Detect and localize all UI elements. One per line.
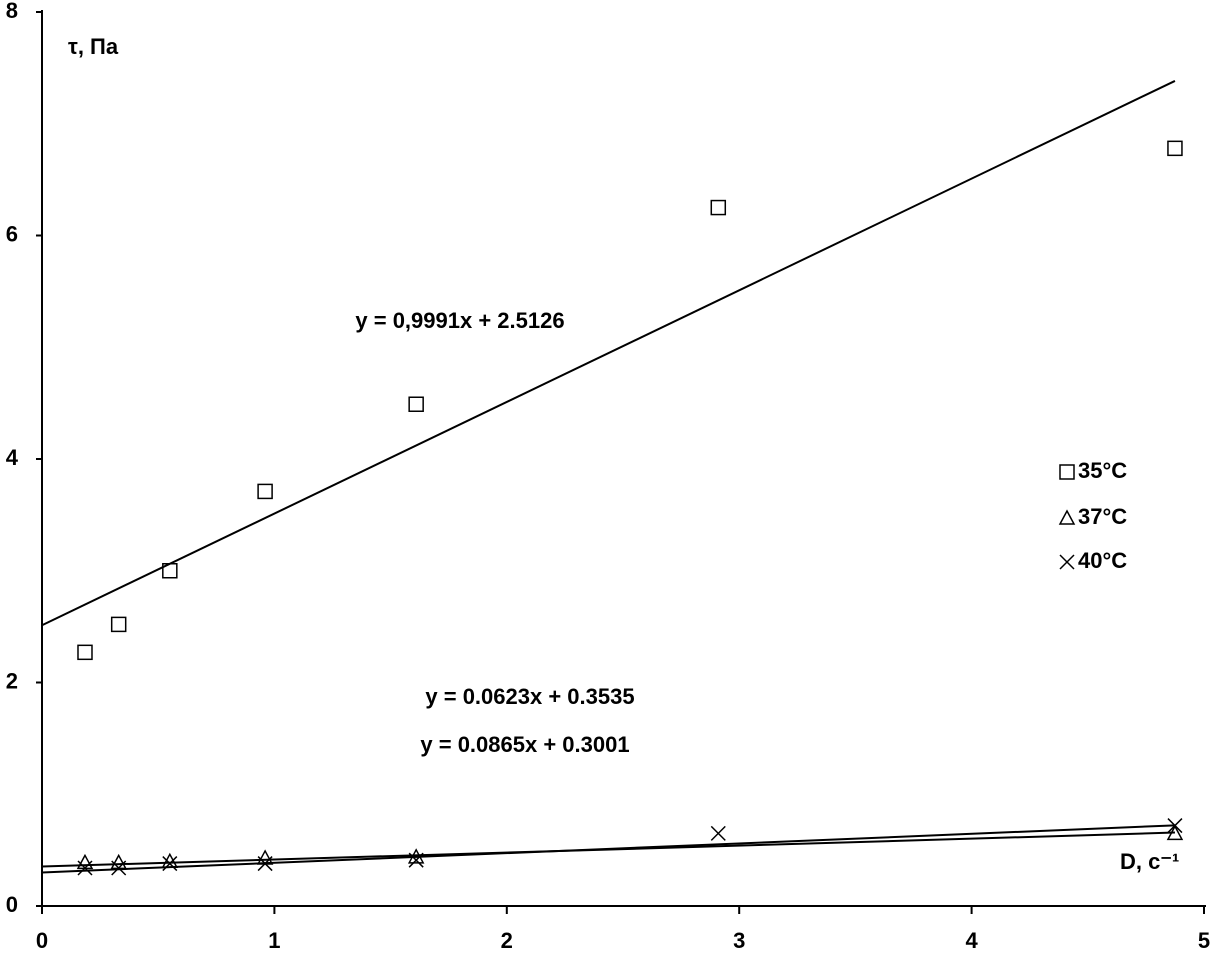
legend-label: 40°C xyxy=(1078,548,1127,573)
x-tick-label: 1 xyxy=(268,928,280,953)
x-tick-label: 3 xyxy=(733,928,745,953)
marker-cross xyxy=(408,852,424,868)
marker-square xyxy=(710,199,727,216)
marker-cross xyxy=(710,825,726,841)
marker-cross xyxy=(77,860,93,876)
legend-label: 37°C xyxy=(1078,504,1127,529)
legend-label: 35°C xyxy=(1078,458,1127,483)
marker-cross xyxy=(1167,818,1183,834)
trendline-equation: y = 0.0623x + 0.3535 xyxy=(425,684,634,709)
marker-square xyxy=(1167,140,1183,157)
y-tick-label: 2 xyxy=(6,668,18,693)
marker-cross xyxy=(162,856,178,872)
trendline-equation: y = 0.0865x + 0.3001 xyxy=(420,732,629,757)
legend-marker xyxy=(1059,554,1075,570)
marker-triangle xyxy=(110,853,127,870)
marker-square xyxy=(110,616,127,633)
x-tick-label: 0 xyxy=(36,928,48,953)
legend-marker xyxy=(1059,464,1075,480)
marker-cross xyxy=(111,860,127,876)
y-tick-label: 4 xyxy=(6,445,19,470)
marker-triangle xyxy=(161,852,179,869)
marker-triangle xyxy=(1166,824,1184,841)
y-tick-label: 0 xyxy=(6,892,18,917)
y-tick-label: 8 xyxy=(6,0,18,23)
marker-square xyxy=(257,483,273,500)
trendline-equation: y = 0,9991x + 2.5126 xyxy=(355,308,564,333)
marker-square xyxy=(77,644,93,661)
marker-square xyxy=(408,396,424,412)
trendline xyxy=(41,80,1176,627)
trendline xyxy=(41,824,1175,874)
marker-triangle xyxy=(76,853,94,870)
y-tick-label: 6 xyxy=(6,221,18,246)
x-tick-label: 2 xyxy=(501,928,513,953)
y-axis-label: τ, Па xyxy=(68,34,119,59)
x-tick-label: 4 xyxy=(965,928,978,953)
legend-marker xyxy=(1058,509,1076,525)
marker-square xyxy=(162,563,178,579)
x-axis-label: D, с⁻¹ xyxy=(1120,849,1179,874)
marker-cross xyxy=(257,856,273,872)
x-tick-label: 5 xyxy=(1198,928,1210,953)
